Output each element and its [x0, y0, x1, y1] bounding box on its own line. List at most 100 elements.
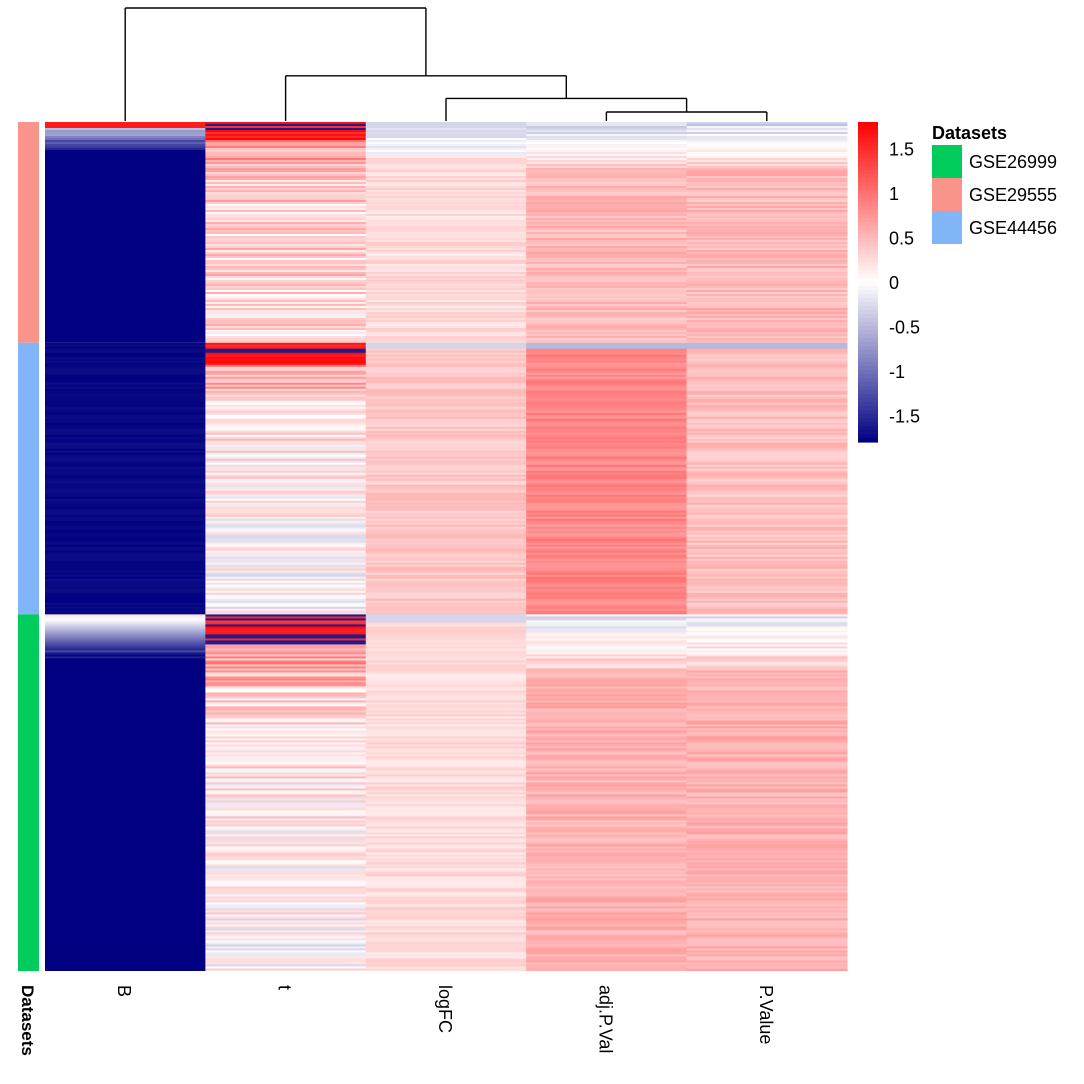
- color-scale-step: [858, 342, 878, 347]
- heatmap-cell-GSE44456-B: [45, 342, 206, 615]
- color-scale-step: [858, 134, 878, 139]
- color-scale-step: [858, 154, 878, 159]
- color-scale-step: [858, 402, 878, 407]
- color-scale-step: [858, 334, 878, 339]
- color-scale-step: [858, 378, 878, 383]
- legend-swatch-GSE44456: [932, 211, 962, 244]
- color-scale-step: [858, 254, 878, 259]
- color-scale-step: [858, 406, 878, 411]
- column-label-P.Value: P.Value: [756, 985, 776, 1044]
- color-scale-step: [858, 374, 878, 379]
- color-scale-step: [858, 194, 878, 199]
- color-scale-step: [858, 162, 878, 167]
- color-scale-step: [858, 226, 878, 231]
- color-scale-step: [858, 322, 878, 327]
- color-scale-step: [858, 238, 878, 243]
- color-scale-tick-label: -0.5: [889, 317, 920, 337]
- color-scale-step: [858, 182, 878, 187]
- heatmap-cell-GSE44456-adj.P.Val: [526, 342, 688, 615]
- color-scale-step: [858, 270, 878, 275]
- heatmap-cell-GSE29555-adj.P.Val: [526, 122, 688, 343]
- column-label-adj.P.Val: adj.P.Val: [595, 985, 615, 1053]
- color-scale-step: [858, 262, 878, 267]
- row-annotation-bar: Datasets: [18, 122, 39, 1056]
- color-scale-step: [858, 394, 878, 399]
- color-scale-step: [858, 290, 878, 295]
- color-scale-step: [858, 126, 878, 131]
- color-scale-step: [858, 390, 878, 395]
- color-scale-legend: 1.5 1 0.5 0 -0.5 -1 -1.5: [858, 122, 920, 443]
- color-scale-step: [858, 310, 878, 315]
- annotation-segment-GSE44456: [18, 342, 39, 615]
- legend-title: Datasets: [932, 123, 1007, 143]
- color-scale-step: [858, 294, 878, 299]
- color-scale-step: [858, 130, 878, 135]
- color-scale-step: [858, 198, 878, 203]
- color-scale-step: [858, 138, 878, 143]
- datasets-legend: Datasets GSE26999 GSE29555 GSE44456: [932, 123, 1057, 244]
- heatmap-body: [45, 122, 848, 971]
- color-scale-step: [858, 354, 878, 359]
- heatmap-cell-GSE29555-B: [45, 122, 206, 343]
- color-scale-step: [858, 366, 878, 371]
- legend-label-GSE26999: GSE26999: [969, 152, 1057, 172]
- color-scale-step: [858, 214, 878, 219]
- color-scale-step: [858, 146, 878, 151]
- color-scale-step: [858, 250, 878, 255]
- color-scale-step: [858, 358, 878, 363]
- heatmap-cell-GSE29555-t: [205, 122, 367, 343]
- color-scale-step: [858, 190, 878, 195]
- color-scale-step: [858, 386, 878, 391]
- legend-label-GSE29555: GSE29555: [969, 185, 1057, 205]
- color-scale-step: [858, 150, 878, 155]
- color-scale-step: [858, 346, 878, 351]
- color-scale-tick-label: -1: [889, 362, 905, 382]
- column-label-B: B: [114, 985, 134, 997]
- color-scale-step: [858, 230, 878, 235]
- color-scale-step: [858, 362, 878, 367]
- color-scale-step: [858, 398, 878, 403]
- column-dendrogram: [124, 7, 768, 121]
- color-scale-step: [858, 266, 878, 271]
- color-scale-step: [858, 330, 878, 335]
- color-scale-step: [858, 438, 878, 443]
- color-scale-tick-label: -1.5: [889, 406, 920, 426]
- color-scale-step: [858, 166, 878, 171]
- color-scale-step: [858, 258, 878, 263]
- annotation-segment-GSE26999: [18, 614, 39, 971]
- color-scale-step: [858, 418, 878, 423]
- column-label-t: t: [275, 985, 295, 990]
- color-scale-step: [858, 278, 878, 283]
- color-scale-step: [858, 318, 878, 323]
- annotation-axis-label: Datasets: [18, 985, 37, 1056]
- color-scale-step: [858, 274, 878, 279]
- color-scale-step: [858, 314, 878, 319]
- color-scale-step: [858, 234, 878, 239]
- heatmap-cell-GSE29555-logFC: [365, 122, 527, 343]
- color-scale-step: [858, 434, 878, 439]
- color-scale-tick-label: 0.5: [889, 229, 914, 249]
- color-scale-step: [858, 174, 878, 179]
- color-scale-step: [858, 122, 878, 127]
- color-scale-step: [858, 410, 878, 415]
- heatmap-cell-GSE44456-P.Value: [686, 342, 848, 615]
- color-scale-step: [858, 206, 878, 211]
- color-scale-step: [858, 382, 878, 387]
- color-scale-step: [858, 142, 878, 147]
- color-scale-step: [858, 178, 878, 183]
- color-scale-step: [858, 218, 878, 223]
- column-label-logFC: logFC: [435, 985, 455, 1033]
- heatmap-cell-GSE26999-logFC: [365, 614, 527, 971]
- color-scale-step: [858, 350, 878, 355]
- color-scale-step: [858, 414, 878, 419]
- heatmap-cell-GSE26999-t: [205, 614, 367, 971]
- heatmap-cell-GSE44456-t: [205, 342, 367, 615]
- color-scale-step: [858, 302, 878, 307]
- color-scale-step: [858, 298, 878, 303]
- color-scale-tick-label: 1.5: [889, 140, 914, 160]
- color-scale-step: [858, 326, 878, 331]
- color-scale-step: [858, 306, 878, 311]
- color-scale-step: [858, 422, 878, 427]
